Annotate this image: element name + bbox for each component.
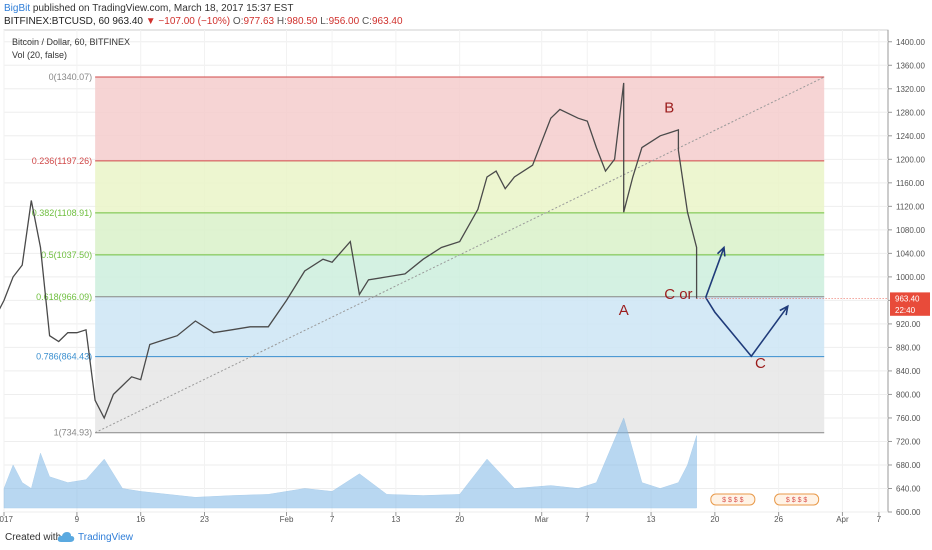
y-tick-label: 720.00 bbox=[896, 437, 921, 446]
y-tick-label: 1200.00 bbox=[896, 155, 925, 164]
publish-info: BigBit published on TradingView.com, Mar… bbox=[4, 3, 293, 14]
projection-arrowhead bbox=[716, 245, 726, 257]
footer: Created with TradingView bbox=[0, 527, 932, 550]
open-label: O: bbox=[232, 16, 244, 27]
legend-volume: Vol (20, false) bbox=[12, 50, 68, 60]
chart-legend: Bitcoin / Dollar, 60, BITFINEX Vol (20, … bbox=[12, 36, 130, 62]
x-tick-label: 7 bbox=[585, 515, 590, 524]
price-tag bbox=[890, 292, 930, 305]
y-tick-label: 1120.00 bbox=[896, 202, 925, 211]
close-label: C: bbox=[361, 16, 372, 27]
x-tick-label: Mar bbox=[535, 515, 549, 524]
x-tick-label: 13 bbox=[391, 515, 400, 524]
wave-annotation: B bbox=[664, 99, 674, 116]
y-tick-label: 880.00 bbox=[896, 343, 921, 352]
fib-level-label: 0.5(1037.50) bbox=[41, 250, 92, 260]
y-tick-label: 1040.00 bbox=[896, 249, 925, 258]
y-tick-label: 1000.00 bbox=[896, 273, 925, 282]
projection-path bbox=[705, 297, 789, 358]
last-price: 963.40 bbox=[112, 16, 143, 27]
wave-annotation: A bbox=[619, 302, 629, 319]
price-tag-label: 22:40 bbox=[895, 306, 916, 315]
created-with-text: Created with bbox=[5, 532, 62, 543]
x-tick-label: 16 bbox=[136, 515, 145, 524]
x-tick-label: 20 bbox=[710, 515, 719, 524]
y-tick-label: 1080.00 bbox=[896, 226, 925, 235]
wave-annotation: C bbox=[755, 355, 766, 372]
price-change: −107.00 (−10%) bbox=[158, 16, 231, 27]
projection-path bbox=[704, 247, 725, 298]
ohlc-line: BITFINEX:BTCUSD, 60 963.40 ▼ −107.00 (−1… bbox=[4, 16, 403, 27]
y-tick-label: 920.00 bbox=[896, 320, 921, 329]
x-tick-label: 26 bbox=[774, 515, 783, 524]
symbol-label: BITFINEX:BTCUSD, 60 bbox=[4, 16, 110, 27]
author-link[interactable]: BigBit bbox=[4, 3, 31, 14]
fib-level-label: 0(1340.07) bbox=[49, 72, 93, 82]
projection-arrowhead bbox=[779, 304, 789, 316]
open-value: 977.63 bbox=[243, 16, 275, 27]
x-tick-label: 20 bbox=[455, 515, 464, 524]
y-tick-label: 760.00 bbox=[896, 414, 921, 423]
high-value: 980.50 bbox=[286, 16, 318, 27]
fib-level-label: 0.236(1197.26) bbox=[32, 156, 92, 166]
fib-level-label: 0.786(864.43) bbox=[36, 352, 92, 362]
x-tick-label: 23 bbox=[200, 515, 209, 524]
event-badge bbox=[710, 493, 756, 506]
fib-zone bbox=[95, 356, 825, 433]
tradingview-brand[interactable]: TradingView bbox=[78, 532, 134, 543]
x-tick-label: 9 bbox=[75, 515, 80, 524]
event-badge-label: $ $ $ $ bbox=[786, 497, 808, 504]
fib-zone bbox=[95, 254, 825, 297]
wave-annotation: C or bbox=[664, 286, 692, 303]
x-tick-label: 2017 bbox=[0, 515, 13, 524]
y-tick-label: 680.00 bbox=[896, 461, 921, 470]
price-tag-label: 963.40 bbox=[895, 294, 920, 303]
y-tick-label: 840.00 bbox=[896, 367, 921, 376]
y-tick-label: 1360.00 bbox=[896, 61, 925, 70]
x-tick-label: Feb bbox=[280, 515, 294, 524]
legend-title: Bitcoin / Dollar, 60, BITFINEX bbox=[12, 37, 131, 47]
y-tick-label: 1320.00 bbox=[896, 85, 925, 94]
down-arrow-icon: ▼ bbox=[145, 16, 156, 27]
y-tick-label: 640.00 bbox=[896, 484, 921, 493]
fib-level-label: 1(734.93) bbox=[54, 428, 93, 438]
y-tick-label: 1160.00 bbox=[896, 179, 925, 188]
x-tick-label: 7 bbox=[877, 515, 882, 524]
tradingview-cloud-icon bbox=[57, 532, 75, 542]
y-tick-label: 800.00 bbox=[896, 390, 921, 399]
fib-zone bbox=[95, 76, 825, 161]
high-label: H: bbox=[276, 16, 287, 27]
fib-zone bbox=[95, 160, 825, 213]
price-tag bbox=[890, 303, 930, 316]
event-badge bbox=[774, 493, 820, 506]
price-line bbox=[0, 82, 698, 420]
low-label: L: bbox=[320, 16, 329, 27]
event-badge-label: $ $ $ $ bbox=[722, 497, 744, 504]
close-value: 963.40 bbox=[371, 16, 403, 27]
published-text: published on TradingView.com, March 18, … bbox=[32, 3, 294, 14]
fib-zone bbox=[95, 212, 825, 255]
y-tick-label: 1280.00 bbox=[896, 108, 925, 117]
fib-zone bbox=[95, 296, 825, 357]
low-value: 956.00 bbox=[328, 16, 360, 27]
top-bar: BigBit published on TradingView.com, Mar… bbox=[0, 0, 932, 30]
y-tick-label: 1240.00 bbox=[896, 132, 925, 141]
x-tick-label: 7 bbox=[330, 515, 335, 524]
y-tick-label: 1400.00 bbox=[896, 38, 925, 47]
x-tick-label: Apr bbox=[836, 515, 849, 524]
fib-level-label: 0.382(1108.91) bbox=[32, 208, 92, 218]
fib-trendline bbox=[94, 76, 825, 434]
volume-area bbox=[3, 417, 697, 509]
y-tick-label: 600.00 bbox=[896, 508, 921, 517]
x-tick-label: 13 bbox=[647, 515, 656, 524]
fib-level-label: 0.618(966.09) bbox=[36, 292, 92, 302]
